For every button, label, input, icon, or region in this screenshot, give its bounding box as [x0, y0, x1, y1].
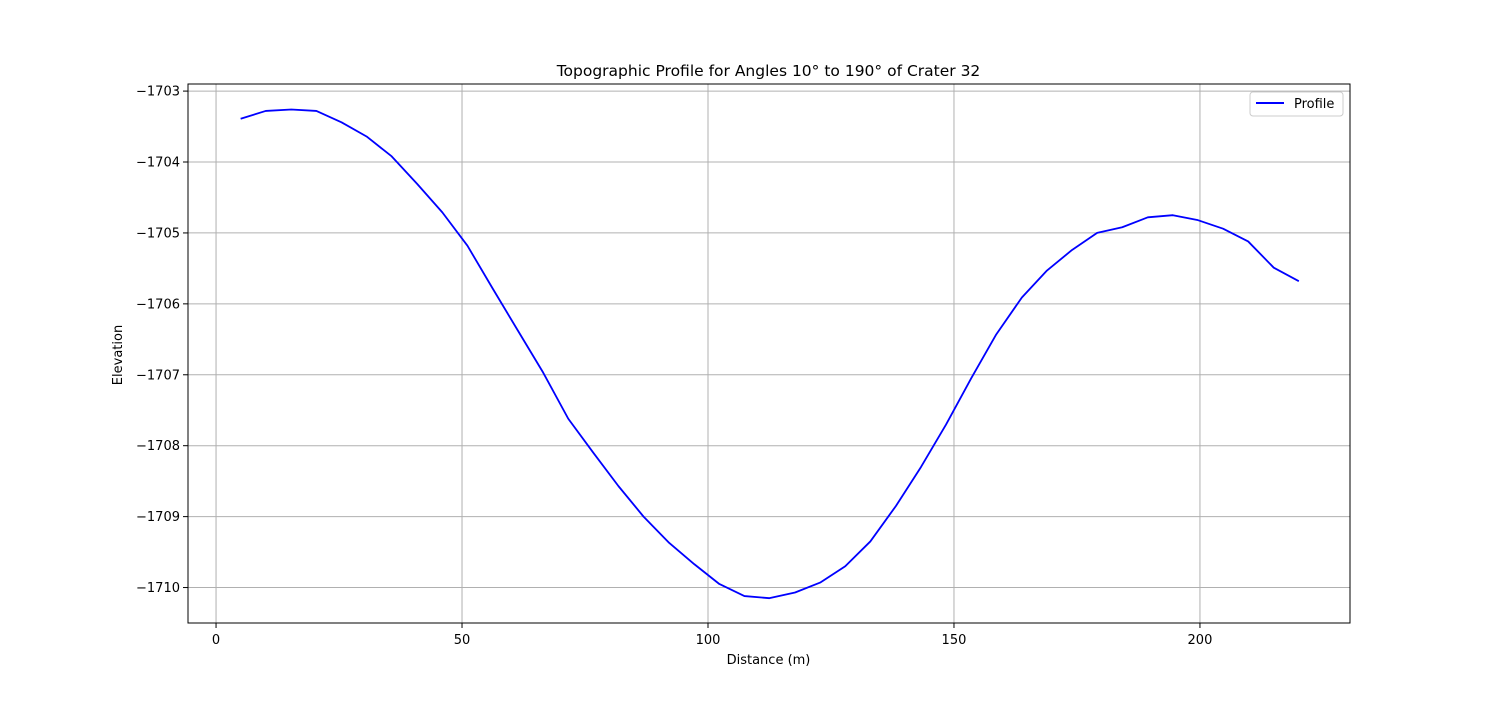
y-tick-label: −1703: [136, 85, 180, 100]
y-axis-title: Elevation: [111, 325, 126, 385]
y-tick-label: −1705: [136, 226, 180, 241]
y-tick-label: −1710: [136, 581, 180, 596]
x-tick-label: 0: [212, 633, 220, 648]
x-tick-label: 200: [1188, 633, 1213, 648]
x-axis-title: Distance (m): [727, 653, 811, 668]
y-tick-label: −1707: [136, 368, 180, 383]
y-tick-label: −1706: [136, 297, 180, 312]
legend: Profile: [1250, 92, 1343, 116]
x-tick-label: 150: [942, 633, 967, 648]
y-tick-label: −1704: [136, 156, 180, 171]
y-tick-label: −1708: [136, 439, 180, 454]
y-tick-label: −1709: [136, 510, 180, 525]
x-tick-label: 50: [454, 633, 471, 648]
legend-label: Profile: [1294, 97, 1334, 112]
x-tick-label: 100: [696, 633, 721, 648]
chart-title: Topographic Profile for Angles 10° to 19…: [556, 62, 981, 80]
